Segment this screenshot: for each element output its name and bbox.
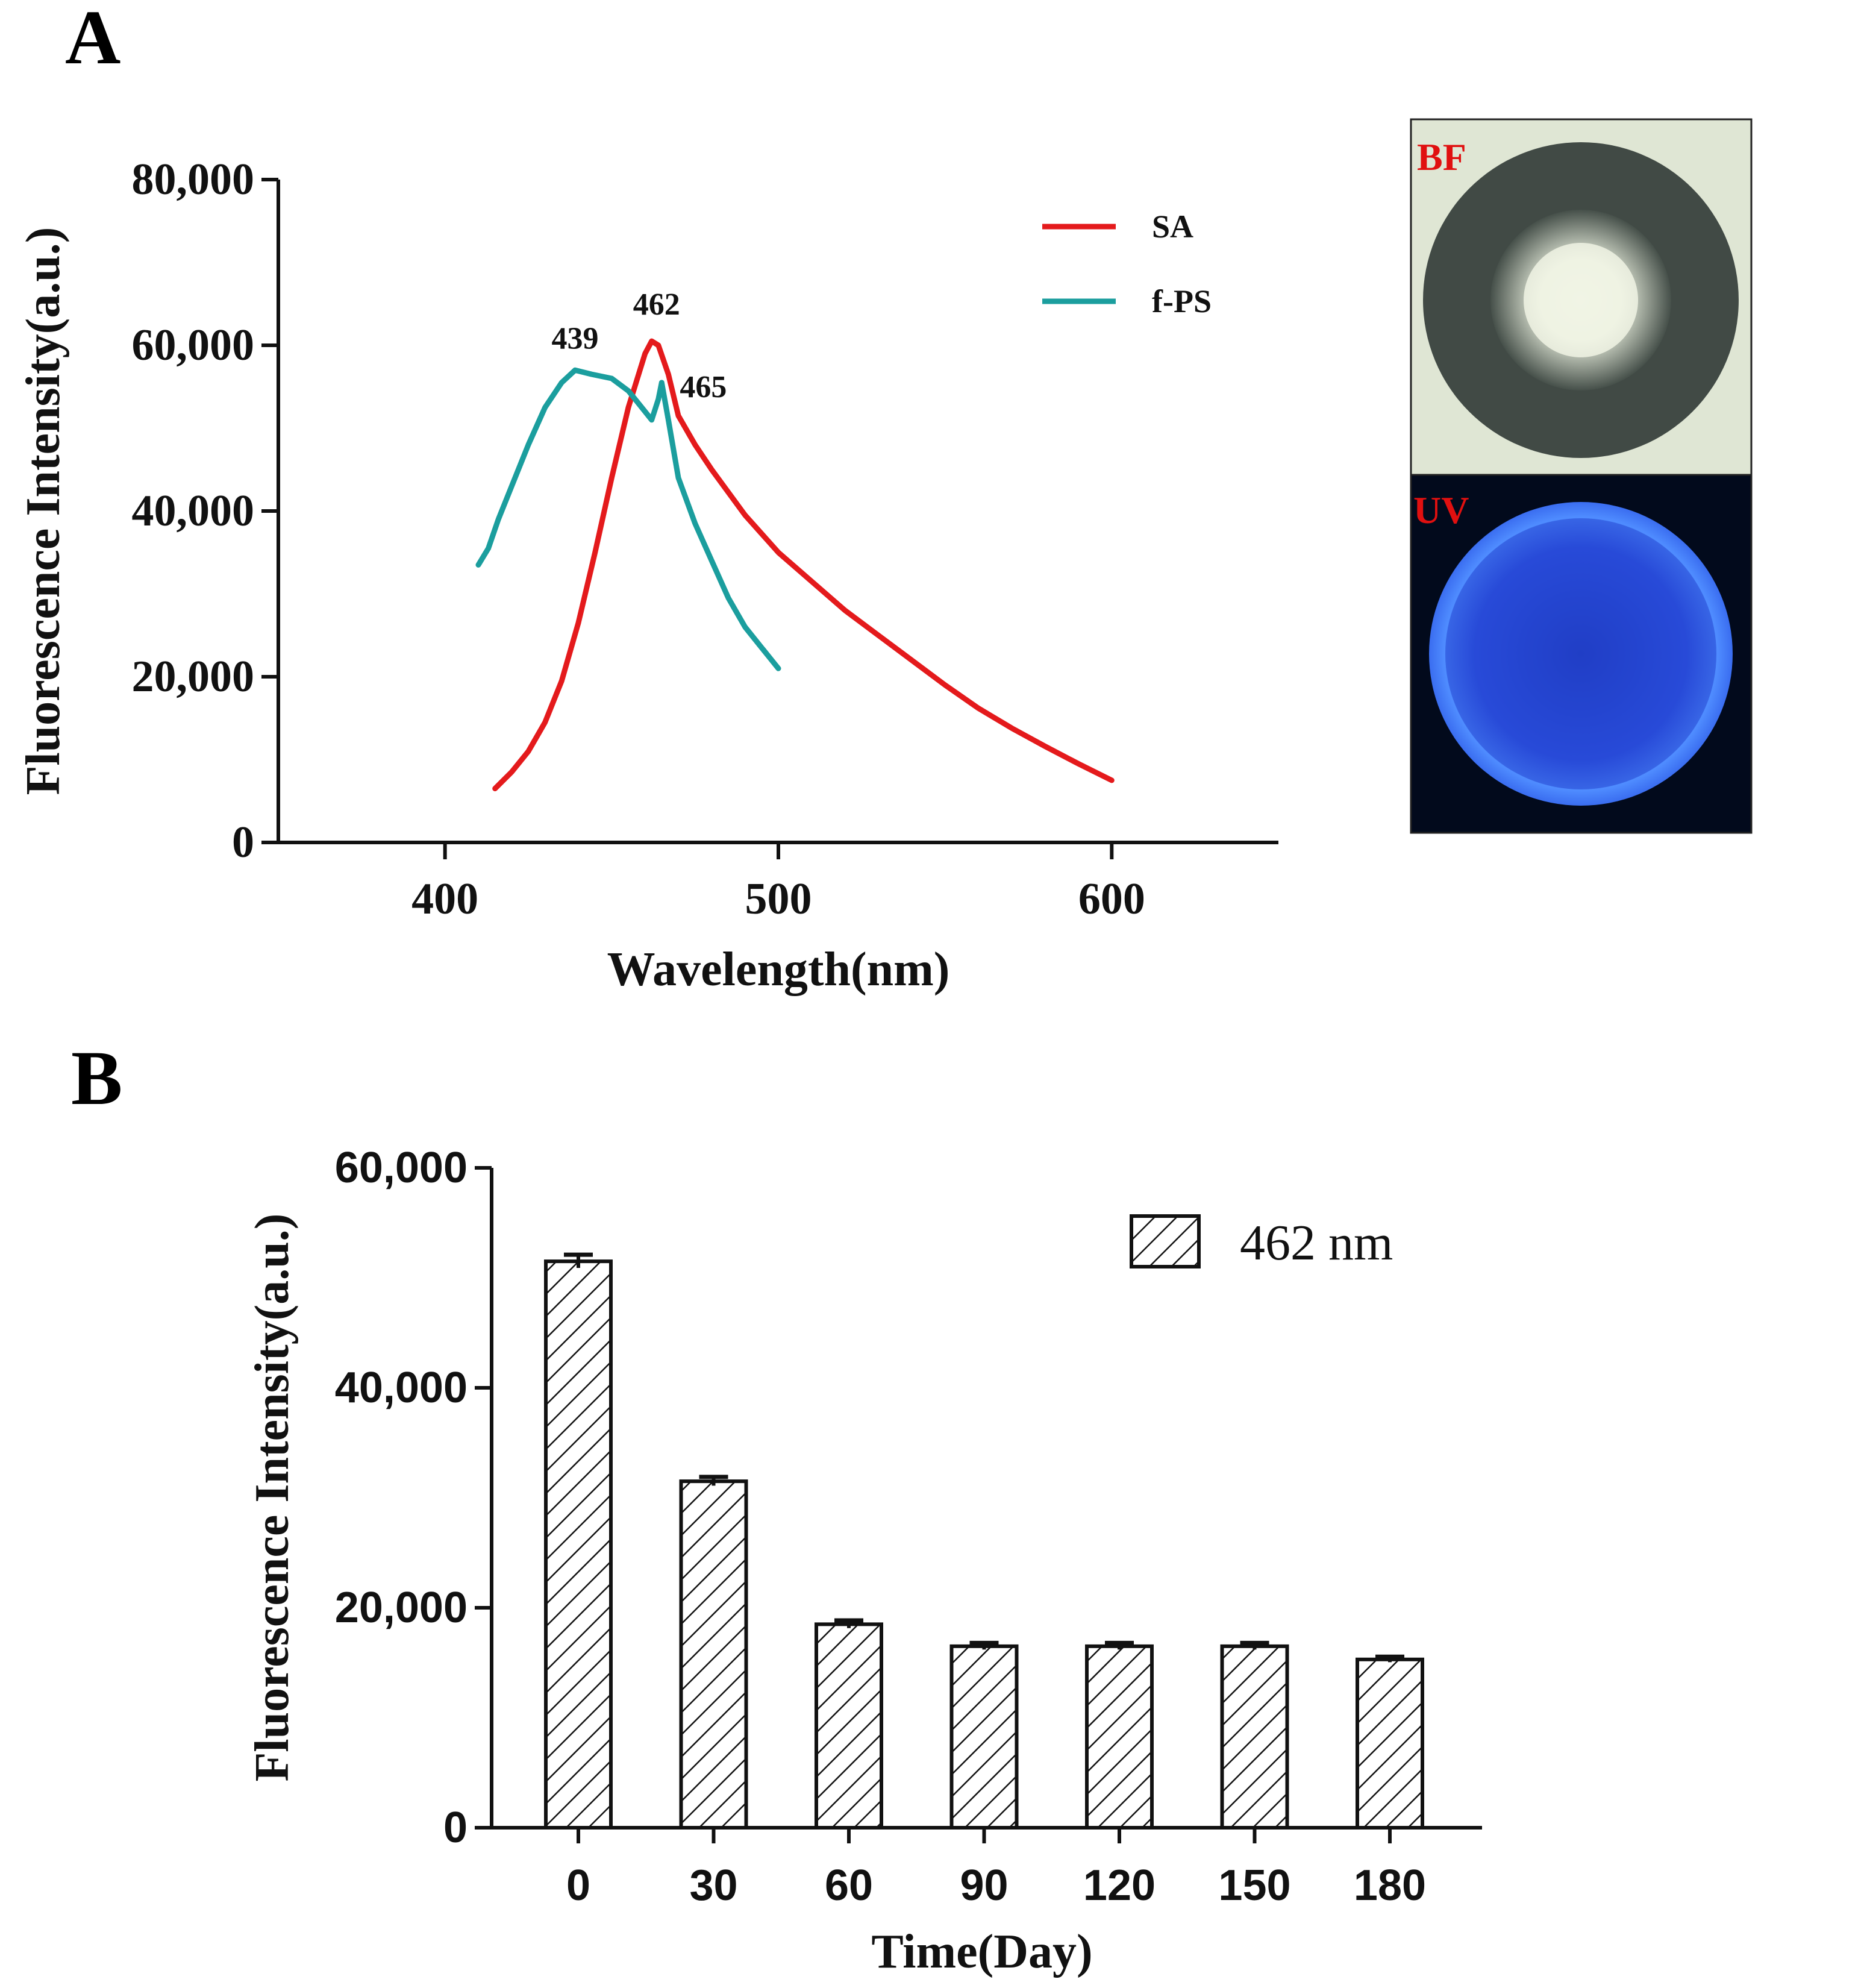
bar-x-tick-label: 120	[1083, 1861, 1156, 1910]
bar-y-tick-label: 0	[443, 1804, 468, 1852]
stability-bar-chart: 0 20,000 40,000 60,000 0 30 60 90 120 150 180 Tim…	[246, 1144, 1482, 1978]
spectrum-axes	[277, 180, 1278, 844]
legend-swatch-462nm	[1130, 1214, 1201, 1268]
spectrum-x-tick-label: 600	[1078, 874, 1145, 924]
bar-day-120	[1085, 1644, 1154, 1830]
panel-b-label: B	[71, 1035, 122, 1121]
bar-x-tick-label: 150	[1218, 1861, 1290, 1910]
spectrum-x-axis-title: Wavelength(nm)	[607, 943, 950, 996]
bar-x-tick-label: 30	[689, 1861, 737, 1910]
bar-day-60	[815, 1622, 883, 1830]
microscope-inset: BF UV	[1410, 118, 1753, 834]
spectrum-x-tick-label: 500	[745, 874, 812, 924]
bar-x-axis-title: Time(Day)	[871, 1925, 1092, 1978]
bf-image: BF	[1410, 118, 1753, 476]
bar-y-tick-label: 20,000	[335, 1584, 468, 1632]
bar-day-150	[1220, 1644, 1289, 1830]
bar-day-0	[544, 1259, 613, 1830]
bar-x-tick-label: 180	[1354, 1861, 1426, 1910]
panel-a-label: A	[65, 0, 120, 80]
peak-label-462: 462	[633, 287, 680, 322]
spectrum-legend: SA f-PS	[1042, 209, 1212, 319]
legend-label-462nm: 462 nm	[1240, 1215, 1393, 1271]
bar-y-tick-label: 60,000	[335, 1144, 468, 1192]
series-line-sa	[492, 338, 1115, 792]
uv-label: UV	[1413, 489, 1469, 531]
bar-day-30	[679, 1479, 748, 1830]
spectrum-y-axis-title: Fluorescence Intensity(a.u.)	[17, 227, 70, 795]
spectrum-y-tick-label: 40,000	[132, 486, 255, 536]
spectrum-y-tick-label: 60,000	[132, 321, 255, 370]
bar-x-tick-label: 60	[825, 1861, 873, 1910]
spectrum-chart: 0 20,000 40,000 60,000 80,000 400 500 600 439 4…	[17, 155, 1278, 996]
series-line-f-ps	[475, 367, 781, 671]
bar-y-axis-title: Fluorescence Intensity(a.u.)	[246, 1214, 299, 1782]
bar-x-tick-label: 0	[566, 1861, 590, 1910]
uv-image: UV	[1410, 474, 1753, 834]
bar-legend: 462 nm	[1130, 1214, 1393, 1271]
peak-label-465: 465	[680, 370, 727, 404]
legend-label-sa: SA	[1152, 209, 1193, 245]
spectrum-y-tick-label: 20,000	[132, 652, 255, 701]
spectrum-y-tick-label: 0	[232, 818, 254, 867]
legend-label-f-ps: f-PS	[1152, 283, 1212, 319]
bar-x-tick-label: 90	[960, 1861, 1008, 1910]
spectrum-x-tick-label: 400	[411, 874, 478, 924]
bf-label: BF	[1417, 136, 1466, 178]
spectrum-y-tick-label: 80,000	[132, 155, 255, 204]
bar-day-180	[1356, 1657, 1424, 1830]
peak-label-439: 439	[551, 321, 598, 356]
bar-y-tick-label: 40,000	[335, 1364, 468, 1412]
bar-day-90	[949, 1644, 1019, 1830]
